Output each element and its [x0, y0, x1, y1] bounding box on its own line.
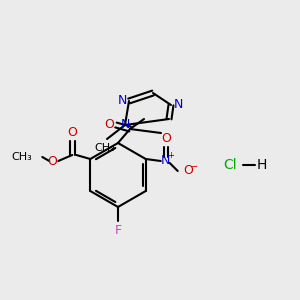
Text: O: O — [183, 164, 193, 178]
Text: N: N — [120, 118, 130, 131]
Text: N: N — [173, 98, 183, 112]
Text: O: O — [161, 133, 171, 146]
Text: O: O — [47, 154, 57, 167]
Text: O: O — [104, 118, 114, 131]
Text: H: H — [257, 158, 267, 172]
Text: −: − — [190, 162, 198, 172]
Text: Cl: Cl — [223, 158, 237, 172]
Text: CH₃: CH₃ — [94, 143, 116, 153]
Text: F: F — [114, 224, 122, 238]
Text: O: O — [67, 125, 77, 139]
Text: CH₃: CH₃ — [11, 152, 32, 162]
Text: +: + — [167, 152, 174, 160]
Text: N: N — [117, 94, 127, 107]
Text: N: N — [161, 154, 170, 167]
